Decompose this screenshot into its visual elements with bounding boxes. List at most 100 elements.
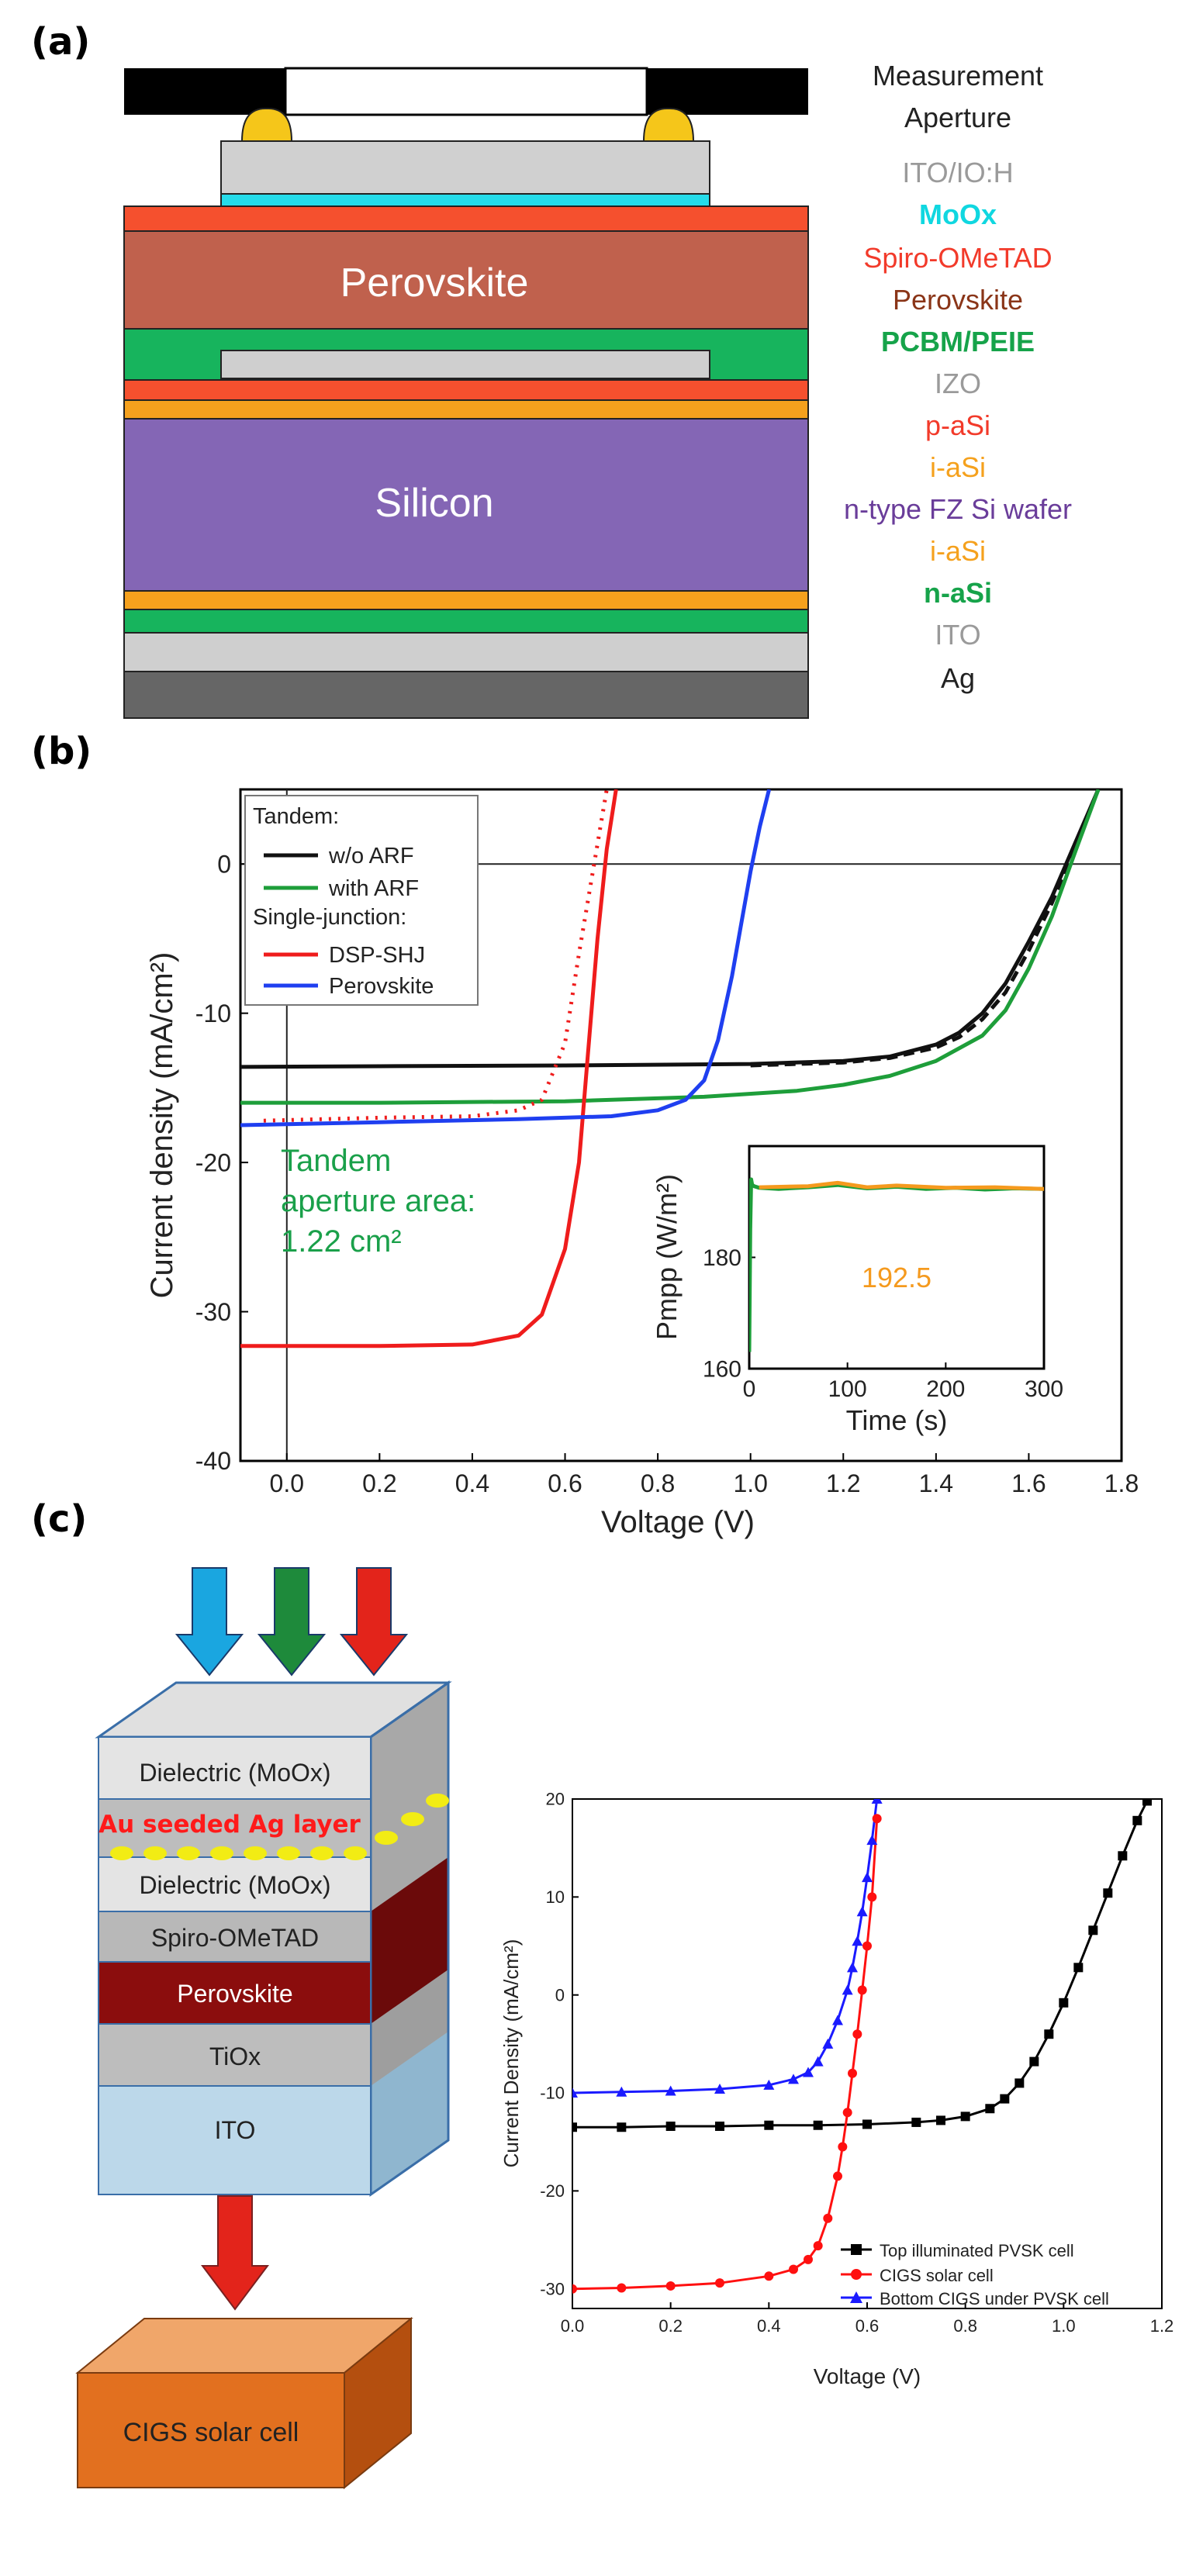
chart-c-point [985,2104,995,2114]
stack-side-perovskite [371,1857,448,2024]
legend-a-5: Perovskite [893,284,1023,316]
chart-c-point [862,1941,872,1951]
chart-c-point [871,1799,883,1804]
chart-c-x-tick-label: 1.2 [1150,2316,1174,2336]
chart-c-series-cigs-solar-cell [572,1818,879,2291]
chart-c-point [847,1962,858,1973]
legend-a-7: IZO [935,368,981,399]
chart-c-point [832,2015,843,2025]
au-dot [310,1846,334,1860]
chart-b-x-tick-label: 0.2 [362,1469,396,1497]
chart-c-point [1132,1815,1142,1825]
chart-c-point [857,1985,867,1995]
chart-c-point [822,2038,834,2049]
chart-b-series-perovskite [240,789,772,1127]
chart-c-point [842,1984,853,1995]
inset-x-tick-label: 200 [926,1376,965,1402]
chart-b-annotation-line-1: Tandem [281,1144,391,1178]
legend-b-label-3: Perovskite [329,974,434,999]
transmitted-light-arrow [201,2195,269,2311]
au-dot [426,1794,449,1808]
legend-b-label-1: with ARF [328,876,419,901]
chart-c-point [1059,1998,1069,2008]
chart-b-x-tick-label: 1.0 [733,1469,767,1497]
layer-moox [220,193,710,207]
chart-c-point [1044,2029,1054,2039]
legend-a-14: Ag [941,662,975,694]
chart-b-y-tick-label: -10 [195,1000,231,1027]
label-cigs: CIGS solar cell [123,2418,299,2447]
inset-y-tick-label: 180 [703,1245,741,1271]
chart-b-x-tick-label: 1.4 [919,1469,953,1497]
inset-y-tick-label: 160 [703,1357,741,1383]
chart-c-point [665,2121,676,2131]
chart-c-y-tick-label: -20 [540,2181,565,2201]
chart-c-point [665,2281,676,2291]
chart-b-legend [244,795,479,1006]
chart-c-x-tick-label: 0.2 [658,2316,683,2336]
au-nanoparticles [110,1794,449,1860]
layer-perovskite [123,230,809,330]
aperture-opening [284,67,648,116]
chart-c-y-tick-label: 20 [546,1790,565,1809]
chart-b-series-dsp-shj-dotted- [263,789,609,1123]
inset-x-tick-label: 100 [828,1376,867,1402]
chart-c-point [862,1872,873,1883]
panel-c-tag: (c) [31,1497,87,1541]
legend-a-11: i-aSi [930,535,986,567]
chart-b-x-tick-label: 0.0 [270,1469,304,1497]
chart-c-point [856,1906,868,1917]
chart-b-y-tick-label: -20 [195,1148,231,1176]
legend-b-label-2: DSP-SHJ [329,943,425,968]
chart-c-point [872,1814,882,1824]
chart-b-y-tick-label: -40 [195,1447,231,1475]
chart-c-point [1000,2094,1010,2104]
chart-c-point [763,2079,775,2090]
chart-c-point [823,2213,833,2223]
chart-c-point [1014,2078,1025,2088]
legend-a-3: MoOx [919,199,997,230]
chart-c-point [852,2029,862,2039]
au-dot [277,1846,300,1860]
layer-p-asi [123,379,809,401]
chart-c-point [838,2142,848,2152]
legend-c-marker-0 [851,2244,862,2255]
chart-c-x-tick-label: 0.0 [561,2316,585,2336]
legend-a-9: i-aSi [930,451,986,483]
legend-b-group-single: Single-junction: [253,905,406,930]
au-dot [344,1846,367,1860]
chart-c-point [617,2122,627,2132]
legend-a-6: PCBM/PEIE [881,326,1035,357]
legend-a-8: p-aSi [925,409,990,441]
legend-a-12: n-aSi [924,577,992,609]
chart-b-series-dsp-shj [240,789,618,1348]
layer-ito-c [98,2085,372,2195]
legend-c-marker-1 [851,2269,862,2280]
chart-c-point [572,2284,577,2294]
chart-c-point [1118,1851,1128,1861]
label-ito-c: ITO [215,2116,256,2144]
chart-c-point [911,2117,921,2127]
chart-c-point [616,2086,627,2097]
legend-a-0: Measurement [873,60,1043,92]
chart-c-point [1088,1925,1098,1935]
inset-axes: 0 100 200 300 160 180 [703,1245,1063,1402]
panel-c: (c) [31,1497,1173,2490]
chart-c-y-tick-label: -10 [540,2084,565,2103]
gold-contact-right [642,108,695,142]
chart-c-axes: 0.0 0.2 0.4 0.6 0.8 1.0 1.2 -30 -20 -10 0 10 20 [540,1790,1173,2336]
label-tiox: TiOx [209,2042,261,2070]
inset-value-label: 192.5 [862,1262,931,1293]
light-arrow-green [257,1567,327,1676]
layer-silicon-wafer [123,418,809,592]
light-arrow-blue [175,1567,244,1676]
chart-b-series-with-arf [240,789,1101,1105]
chart-b-series-w-o-arf-dashed- [750,789,1101,1068]
label-dielectric-bottom: Dielectric (MoOx) [139,1871,330,1899]
layer-izo [220,350,710,379]
chart-c-point [1073,1963,1084,1973]
au-dot [177,1846,200,1860]
inset-y-label: Pmpp (W/m²) [651,1174,683,1340]
label-au-seeded-ag: Au seeded Ag layer [99,1811,361,1839]
